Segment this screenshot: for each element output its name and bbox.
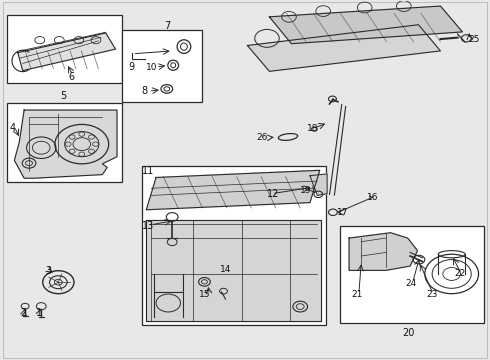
Bar [190,265,251,306]
Polygon shape [147,170,320,210]
Polygon shape [14,110,117,178]
Text: 25: 25 [468,35,479,44]
Text: 16: 16 [368,193,379,202]
Text: 3: 3 [46,266,51,276]
Text: 8: 8 [141,86,147,96]
Text: 21: 21 [352,290,363,299]
Bar [143,166,326,325]
Text: 1: 1 [36,308,42,318]
Bar [340,226,485,323]
Text: 13: 13 [142,221,154,231]
Text: 9: 9 [128,62,134,72]
Text: 15: 15 [199,290,211,299]
Text: 26: 26 [256,133,268,142]
Text: 14: 14 [220,265,231,274]
Text: 6: 6 [69,72,74,82]
Bar [7,103,122,182]
Bar [122,30,202,102]
Text: 23: 23 [426,290,438,299]
Text: 24: 24 [406,279,417,288]
Polygon shape [310,174,327,195]
Polygon shape [247,25,441,71]
Text: 17: 17 [337,208,348,217]
Polygon shape [18,33,116,71]
Text: 18: 18 [307,123,318,132]
Bar [7,15,122,83]
Text: 12: 12 [267,189,279,199]
Polygon shape [147,220,321,321]
Text: 7: 7 [164,21,170,31]
Text: 5: 5 [60,91,66,101]
Text: 4: 4 [10,123,16,133]
Text: 22: 22 [454,269,466,278]
Polygon shape [270,6,463,44]
Text: 10: 10 [147,63,158,72]
Text: 20: 20 [402,328,415,338]
Text: 19: 19 [300,185,312,194]
Text: 11: 11 [142,166,154,176]
Text: 2: 2 [21,308,27,318]
Polygon shape [349,233,417,270]
